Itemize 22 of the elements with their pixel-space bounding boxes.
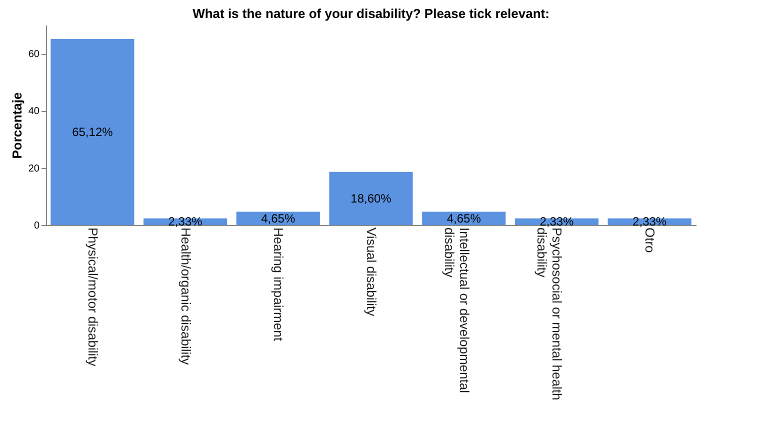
- data-label: 2,33%: [632, 214, 667, 229]
- data-label: 2,33%: [168, 214, 203, 229]
- y-tick-label: 20: [28, 163, 40, 174]
- y-tick-label: 40: [28, 106, 40, 118]
- bar: [50, 38, 134, 225]
- y-tick-label: 60: [28, 49, 40, 60]
- x-tick-label: Health/organic disability: [178, 228, 194, 366]
- x-tick-label: Intellectual or developmental disability: [442, 228, 472, 394]
- x-tick-label: Visual disability: [364, 228, 379, 317]
- x-tick-label: Psychosocial or mental health disability: [534, 228, 565, 400]
- data-label: 2,33%: [540, 214, 574, 229]
- bar: [329, 172, 413, 225]
- x-tick-label: Hearing impairment: [271, 228, 286, 342]
- data-label: 18,60%: [350, 191, 392, 206]
- y-axis-title: Porcentaje: [9, 92, 24, 159]
- x-tick-label: Otro: [642, 228, 658, 253]
- data-label: 65,12%: [72, 124, 114, 139]
- data-label: 4,65%: [446, 211, 482, 226]
- chart-title: What is the nature of your disability? Please tick relevant:: [192, 6, 550, 21]
- y-tick-label: 0: [34, 220, 40, 232]
- x-tick-label: Physical/motor disability: [85, 228, 100, 367]
- data-label: 4,65%: [261, 211, 296, 226]
